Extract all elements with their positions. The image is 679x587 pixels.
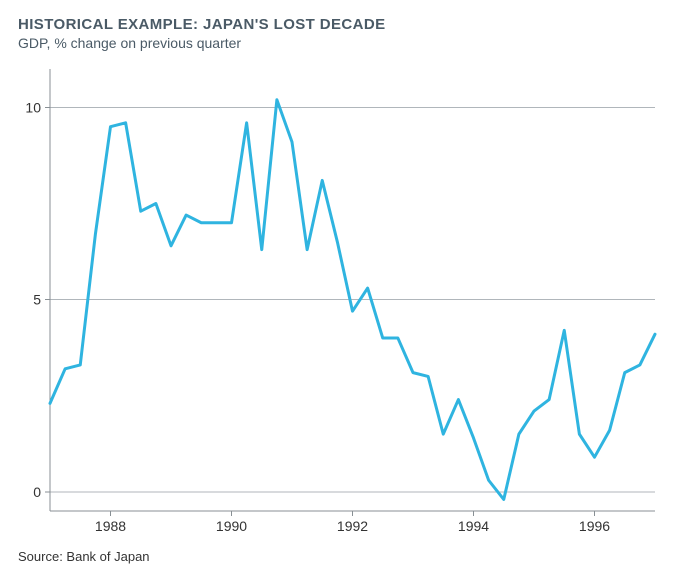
svg-text:1994: 1994 [458, 518, 489, 534]
svg-text:5: 5 [33, 292, 41, 308]
chart-title: HISTORICAL EXAMPLE: JAPAN'S LOST DECADE [18, 16, 661, 33]
svg-text:1990: 1990 [216, 518, 247, 534]
svg-text:0: 0 [33, 484, 41, 500]
chart-source: Source: Bank of Japan [18, 549, 661, 564]
svg-text:1992: 1992 [337, 518, 368, 534]
chart-subtitle: GDP, % change on previous quarter [18, 35, 661, 51]
chart-svg: 0 5 10 1988 1990 1992 1994 1996 [18, 61, 661, 539]
chart-plot-area: 0 5 10 1988 1990 1992 1994 1996 [18, 61, 661, 539]
svg-text:1988: 1988 [95, 518, 126, 534]
svg-text:10: 10 [25, 99, 41, 115]
svg-text:1996: 1996 [579, 518, 610, 534]
chart-container: HISTORICAL EXAMPLE: JAPAN'S LOST DECADE … [0, 0, 679, 587]
